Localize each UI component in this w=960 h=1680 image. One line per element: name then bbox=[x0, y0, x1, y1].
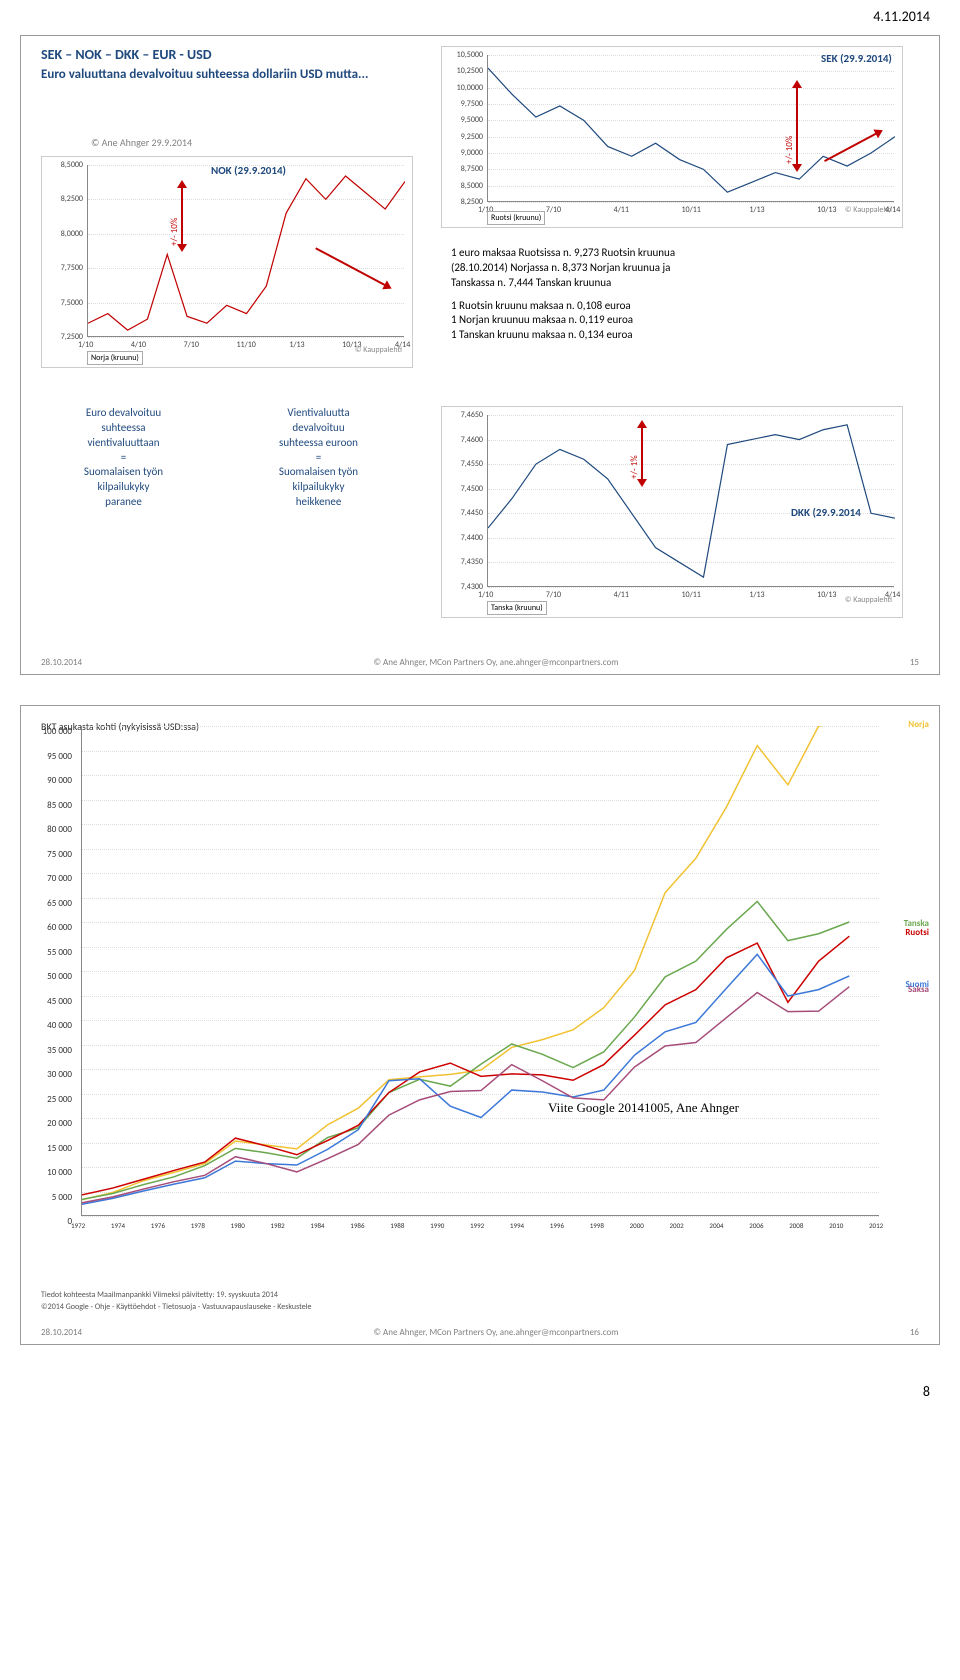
slide1-subtitle: Euro valuuttana devalvoituu suhteessa do… bbox=[41, 67, 391, 83]
sek-source: © Kauppalehti bbox=[845, 205, 892, 215]
dkk-legend: Tanska (kruunu) bbox=[487, 601, 547, 615]
gdp-annotation: Viite Google 20141005, Ane Ahnger bbox=[548, 1100, 739, 1116]
col-text: = bbox=[236, 451, 401, 466]
exchange-rates-block: 1 euro maksaa Ruotsissa n. 9,273 Ruotsin… bbox=[451, 246, 891, 343]
chart-nok: 8,50008,25008,00007,75007,50007,25001/10… bbox=[41, 156, 413, 368]
dkk-source: © Kauppalehti bbox=[845, 595, 892, 605]
col-text: suhteessa bbox=[41, 421, 206, 436]
gdp-copyright: ©2014 Google - Ohje - Käyttöehdot - Tiet… bbox=[41, 1302, 312, 1312]
footer-date: 28.10.2014 bbox=[41, 657, 82, 668]
page-date: 4.11.2014 bbox=[0, 0, 960, 25]
footer-author: © Ane Ahnger, MCon Partners Oy, ane.ahng… bbox=[374, 1327, 619, 1338]
col-text: heikkenee bbox=[236, 495, 401, 510]
author-note: © Ane Ahnger 29.9.2014 bbox=[91, 136, 192, 149]
gdp-xaxis: 1972197419761978198019821984198619881990… bbox=[81, 1221, 879, 1236]
rate-line: (28.10.2014) Norjassa n. 8,373 Norjan kr… bbox=[451, 261, 891, 276]
footer-pagenum: 15 bbox=[910, 657, 919, 668]
rate-line: 1 Tanskan kruunu maksaa n. 0,134 euroa bbox=[451, 328, 891, 343]
col-left: Euro devalvoituu suhteessa vientivaluutt… bbox=[41, 406, 206, 510]
rate-line: 1 Ruotsin kruunu maksaa n. 0,108 euroa bbox=[451, 299, 891, 314]
col-text: = bbox=[41, 451, 206, 466]
slide-1: SEK – NOK – DKK – EUR - USD Euro valuutt… bbox=[20, 35, 940, 675]
footer-pagenum: 16 bbox=[910, 1327, 919, 1338]
title-block: SEK – NOK – DKK – EUR - USD Euro valuutt… bbox=[41, 46, 391, 83]
col-text: devalvoituu bbox=[236, 421, 401, 436]
explanation-columns: Euro devalvoituu suhteessa vientivaluutt… bbox=[41, 406, 401, 510]
nok-legend: Norja (kruunu) bbox=[87, 351, 143, 365]
nok-label: NOK (29.9.2014) bbox=[211, 164, 286, 177]
gdp-plotarea bbox=[81, 726, 879, 1216]
col-text: Vientivaluutta bbox=[236, 406, 401, 421]
page-number: 8 bbox=[0, 1375, 960, 1420]
rate-line: 1 Norjan kruunuu maksaa n. 0,119 euroa bbox=[451, 313, 891, 328]
col-text: Euro devalvoituu bbox=[41, 406, 206, 421]
dkk-label: DKK (29.9.2014 bbox=[791, 506, 861, 519]
dkk-range-arrow bbox=[641, 426, 643, 481]
chart-sek: 10,500010,250010,00009,75009,50009,25009… bbox=[441, 46, 903, 228]
dkk-range-label: +/- 1% bbox=[629, 455, 640, 479]
nok-range-label: +/- 10% bbox=[169, 218, 180, 246]
nok-source: © Kauppalehti bbox=[355, 345, 402, 355]
sek-range-label: +/- 10% bbox=[784, 136, 795, 164]
col-text: vientivaluuttaan bbox=[41, 436, 206, 451]
sek-legend: Ruotsi (kruunu) bbox=[487, 211, 545, 225]
nok-range-arrow bbox=[181, 186, 183, 246]
slide2-footer: 28.10.2014 © Ane Ahnger, MCon Partners O… bbox=[41, 1327, 919, 1338]
gdp-chart: BKT asukasta kohti (nykyisissä USD:ssa) … bbox=[31, 716, 929, 1276]
sek-range-arrow bbox=[796, 86, 798, 166]
col-text: kilpailukyky bbox=[236, 480, 401, 495]
gdp-yaxis: 100 00095 00090 00085 00080 00075 00070 … bbox=[31, 726, 76, 1216]
col-text: paranee bbox=[41, 495, 206, 510]
col-text: kilpailukyky bbox=[41, 480, 206, 495]
col-text: suhteessa euroon bbox=[236, 436, 401, 451]
footer-author: © Ane Ahnger, MCon Partners Oy, ane.ahng… bbox=[374, 657, 619, 668]
slide1-footer: 28.10.2014 © Ane Ahnger, MCon Partners O… bbox=[41, 657, 919, 668]
slide1-title: SEK – NOK – DKK – EUR - USD bbox=[41, 46, 391, 63]
col-text: Suomalaisen työn bbox=[236, 465, 401, 480]
gdp-source: Tiedot kohteesta Maailmanpankki Viimeksi… bbox=[41, 1290, 278, 1300]
col-right: Vientivaluutta devalvoituu suhteessa eur… bbox=[236, 406, 401, 510]
footer-date: 28.10.2014 bbox=[41, 1327, 82, 1338]
rate-line: Tanskassa n. 7,444 Tanskan kruunua bbox=[451, 276, 891, 291]
sek-label: SEK (29.9.2014) bbox=[821, 52, 892, 65]
col-text: Suomalaisen työn bbox=[41, 465, 206, 480]
slide-2: BKT asukasta kohti (nykyisissä USD:ssa) … bbox=[20, 705, 940, 1345]
rate-line: 1 euro maksaa Ruotsissa n. 9,273 Ruotsin… bbox=[451, 246, 891, 261]
